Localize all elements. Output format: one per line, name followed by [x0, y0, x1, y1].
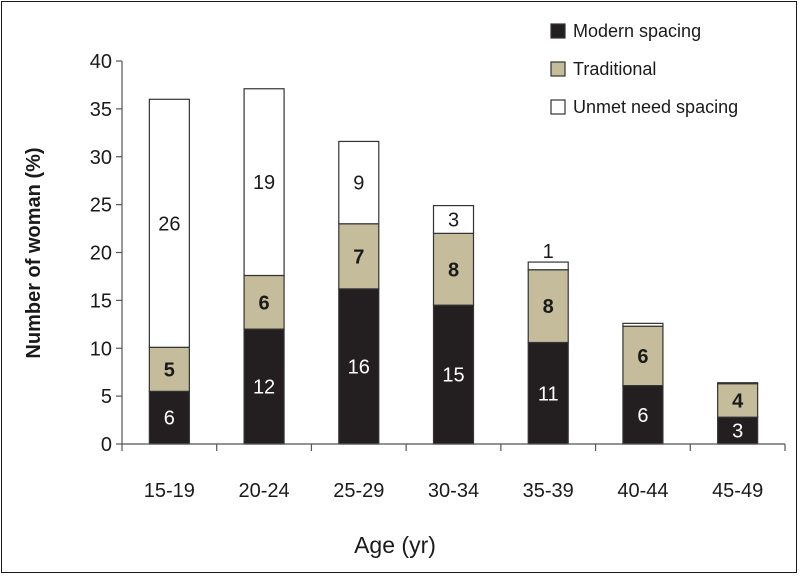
bar-segment [243, 274, 285, 330]
y-tick-label: 0 [101, 434, 112, 456]
data-label: 19 [253, 172, 275, 194]
data-label: 6 [259, 292, 270, 314]
x-tick-label: 15-19 [144, 480, 195, 502]
y-tick-label: 5 [101, 386, 112, 408]
data-label: 1 [543, 241, 554, 263]
bar-segment [148, 98, 190, 348]
data-label: 26 [158, 213, 180, 235]
legend: Modern spacing Traditional Unmet need spac… [550, 21, 738, 117]
bar-segment [622, 325, 664, 387]
bar-segment [432, 232, 475, 306]
bar-segment [338, 288, 380, 445]
data-label: 3 [732, 421, 743, 443]
y-tick-label: 25 [90, 195, 112, 217]
bar-segment [622, 322, 664, 327]
legend-label: Modern spacing [573, 21, 701, 41]
data-label: 8 [448, 259, 459, 281]
bar-segment [717, 416, 759, 445]
y-tick-label: 15 [90, 290, 112, 312]
x-tick-label: 35-39 [523, 480, 574, 502]
bar-segment [622, 384, 664, 445]
data-label: 12 [253, 377, 275, 399]
bar-segment [243, 88, 285, 277]
y-tick-label: 40 [90, 51, 112, 73]
bar-segment [432, 204, 475, 234]
legend-swatch [550, 61, 566, 77]
data-label: 6 [637, 346, 648, 368]
legend-label: Unmet need spacing [573, 97, 738, 117]
x-tick-label: 25-29 [333, 480, 384, 502]
data-label: 6 [164, 408, 175, 430]
data-label: 15 [442, 365, 464, 387]
x-tick-label: 45-49 [712, 480, 763, 502]
bar-segment [432, 304, 475, 445]
bar-segment [527, 269, 569, 344]
data-label: 16 [348, 356, 370, 378]
y-tick-label: 30 [90, 147, 112, 169]
x-tick-label: 40-44 [617, 480, 668, 502]
data-label: 9 [353, 173, 364, 195]
y-tick-label: 10 [90, 338, 112, 360]
y-tick-label: 20 [90, 243, 112, 265]
y-axis-title: Number of woman (%) [23, 147, 45, 358]
data-label: 8 [543, 296, 554, 318]
bar-segment [338, 223, 380, 290]
data-label: 7 [353, 246, 364, 268]
x-tick-label: 20-24 [238, 480, 289, 502]
data-label: 11 [538, 383, 559, 405]
legend-swatch [550, 23, 566, 39]
data-label: 4 [732, 390, 744, 412]
legend-swatch [550, 99, 566, 115]
data-label: 5 [164, 359, 175, 381]
bar-segment [148, 390, 190, 445]
bar-segment [527, 261, 569, 271]
bar-segment [717, 382, 759, 385]
legend-label: Traditional [573, 59, 656, 79]
bar-segment [717, 383, 759, 418]
y-tick-label: 35 [90, 99, 112, 121]
x-axis-title: Age (yr) [354, 532, 436, 558]
bar-segment [338, 140, 380, 225]
x-tick-label: 30-34 [428, 480, 479, 502]
data-label: 6 [637, 405, 648, 427]
data-label: 3 [448, 209, 459, 231]
